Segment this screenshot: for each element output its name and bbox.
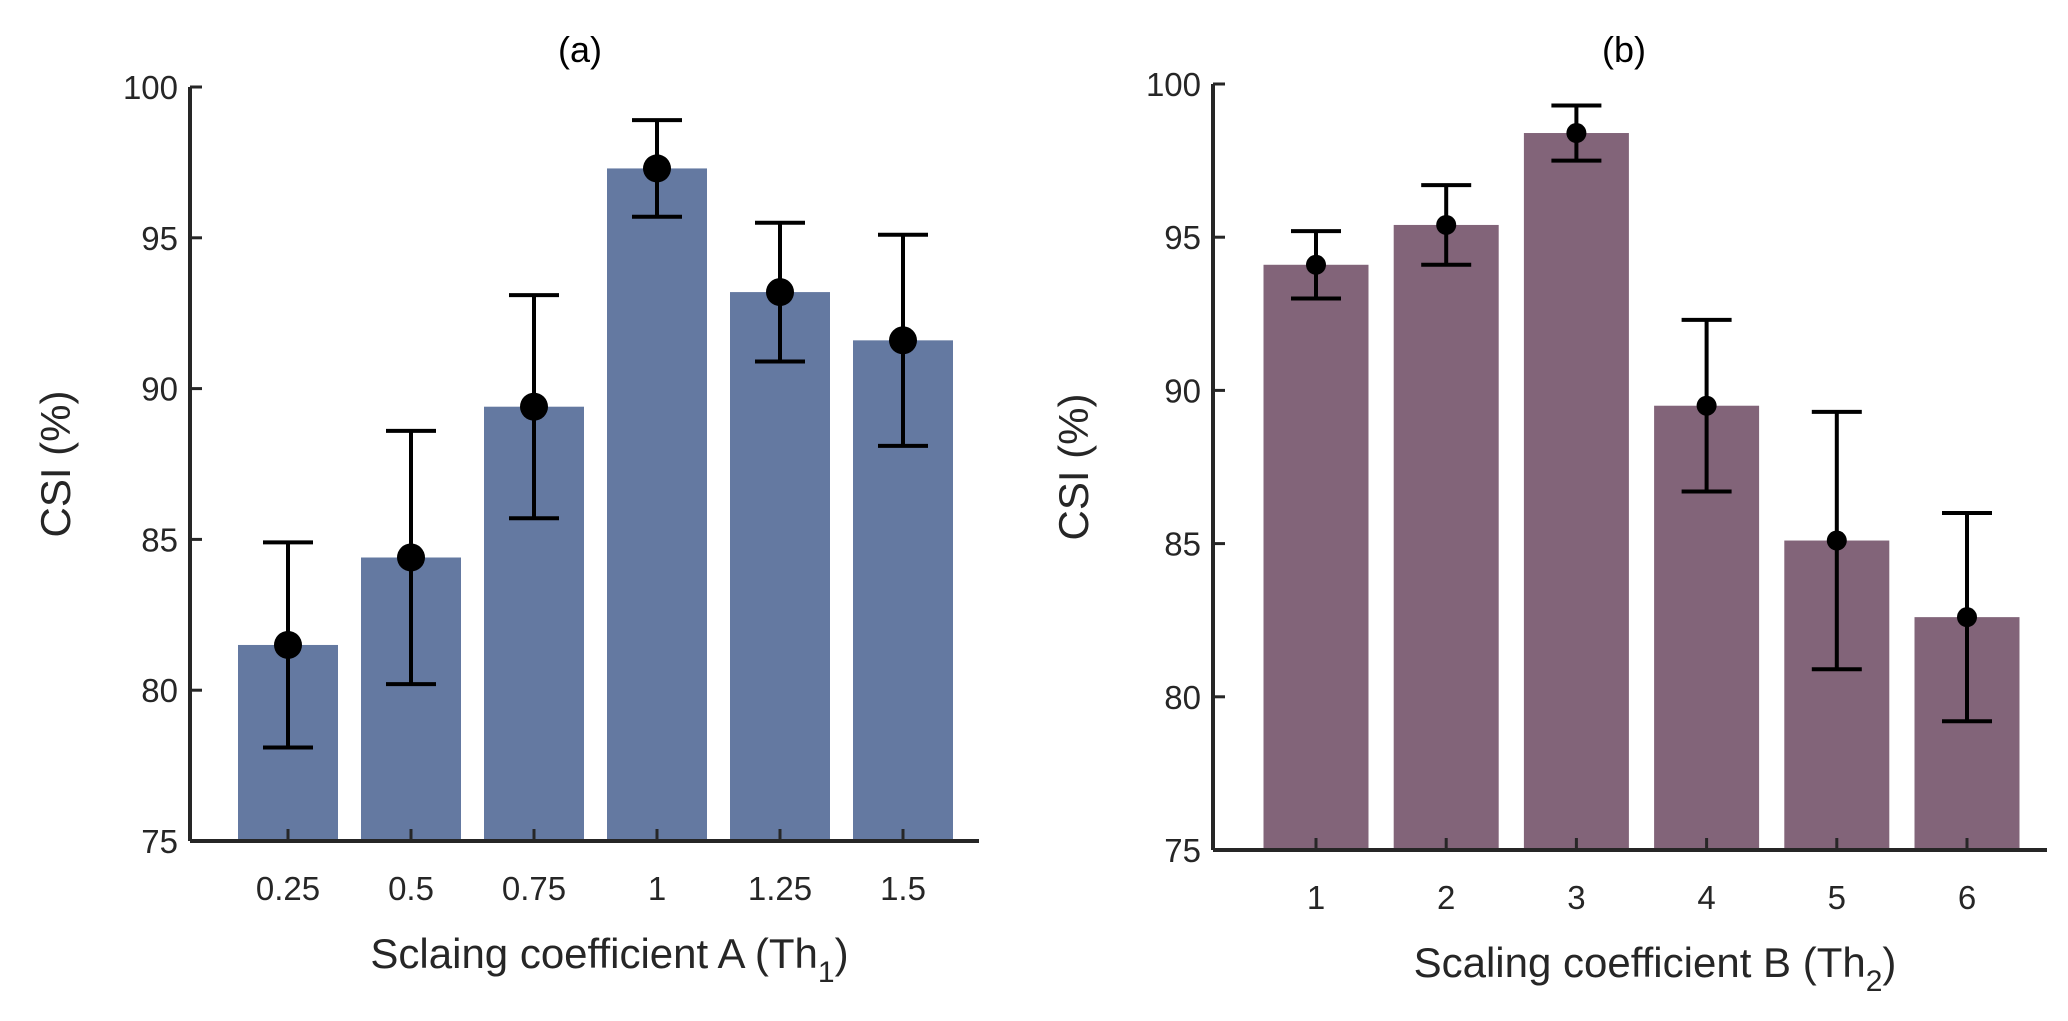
chart-a-mean-marker: [889, 326, 917, 355]
chart-a-x-tick-label: 1.5: [880, 870, 926, 907]
chart-b-x-tick-label: 3: [1567, 879, 1585, 916]
x-label-text: Sclaing coefficient A (Th: [370, 930, 817, 977]
chart-b-x-tick-label: 6: [1958, 879, 1976, 916]
chart-b-y-tick-label: 90: [1164, 372, 1201, 409]
x-label-subscript: 2: [1866, 965, 1883, 998]
chart-a-x-tick-label: 1.25: [748, 870, 812, 907]
chart-b-mean-marker: [1957, 607, 1977, 628]
chart-b-bar: [1393, 224, 1499, 851]
chart-b-bar: [1263, 264, 1369, 850]
x-label-text: Scaling coefficient B (Th: [1414, 939, 1866, 986]
x-label-end: ): [835, 930, 849, 977]
chart-a-x-label: Sclaing coefficient A (Th1): [370, 930, 848, 989]
chart-b-y-tick-label: 80: [1164, 679, 1201, 716]
chart-b-mean-marker: [1826, 530, 1847, 551]
chart-b-mean-marker: [1306, 254, 1326, 275]
chart-a-y-label: CSI (%): [32, 391, 79, 538]
chart-b-y-tick-label: 95: [1164, 219, 1201, 256]
chart-a-x-tick-label: 0.5: [388, 870, 434, 907]
chart-b-x-tick-label: 4: [1697, 879, 1715, 916]
x-label-end: ): [1882, 939, 1896, 986]
chart-b-mean-marker: [1566, 123, 1587, 144]
chart-a-bar: [730, 292, 830, 841]
chart-b-bar: [1523, 133, 1629, 851]
chart-a-mean-marker: [766, 278, 794, 307]
chart-b-y-tick-label: 75: [1164, 832, 1201, 869]
chart-a-x-tick-label: 1: [648, 870, 666, 907]
chart-a-y-tick-label: 95: [141, 220, 178, 257]
chart-b-y-label: CSI (%): [1050, 394, 1097, 541]
chart-a-y-tick-label: 80: [141, 672, 178, 709]
chart-a-title: (a): [558, 29, 602, 70]
chart-a-mean-marker: [274, 630, 302, 659]
chart-a-y-tick-label: 75: [141, 823, 178, 860]
x-label-subscript: 1: [818, 956, 835, 989]
chart-a-mean-marker: [397, 543, 425, 572]
chart-a-y-tick-label: 90: [141, 371, 178, 408]
chart-a-y-tick-label: 100: [123, 69, 178, 106]
chart-b-mean-marker: [1696, 395, 1717, 416]
chart-b-x-label: Scaling coefficient B (Th2): [1414, 939, 1897, 998]
chart-a-bar: [607, 168, 707, 841]
chart-b-x-tick-label: 2: [1437, 879, 1455, 916]
chart-a-x-tick-label: 0.75: [502, 870, 566, 907]
chart-a-mean-marker: [520, 392, 548, 421]
chart-b-y-tick-label: 100: [1146, 66, 1201, 103]
chart-a-x-tick-label: 0.25: [256, 870, 320, 907]
chart-b-x-tick-label: 5: [1828, 879, 1846, 916]
chart-b-mean-marker: [1436, 214, 1457, 235]
chart-a-mean-marker: [643, 154, 671, 183]
chart-b-y-tick-label: 85: [1164, 526, 1201, 563]
chart-b-x-tick-label: 1: [1307, 879, 1325, 916]
chart-a-y-tick-label: 85: [141, 521, 178, 558]
chart-b-title: (b): [1602, 29, 1646, 70]
